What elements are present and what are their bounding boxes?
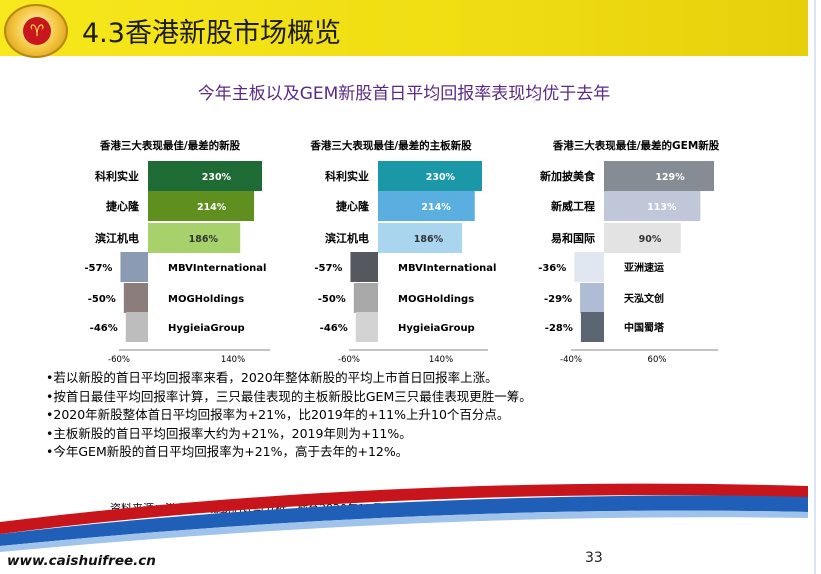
bullet-item: •今年GEM新股的首日平均回报率为+21%，高于去年的+12%。	[46, 444, 409, 460]
bar	[604, 161, 714, 191]
data-label: -46%	[320, 323, 348, 334]
bar	[355, 312, 378, 342]
tick-label: -40%	[560, 355, 582, 365]
category-label: 新加披美食	[540, 169, 596, 183]
category-label: MBVInternational	[398, 263, 496, 274]
bar	[350, 252, 378, 282]
data-label: -28%	[545, 323, 573, 334]
bar	[604, 191, 701, 221]
chart-title: 香港三大表现最佳/最差的GEM新股	[552, 139, 720, 152]
bar	[574, 252, 604, 282]
bullet-item: •若以新股的首日平均回报率来看，2020年整体新股的平均上市首日回报率上涨。	[46, 370, 498, 385]
data-label: -57%	[314, 263, 342, 274]
tick-label: 140%	[221, 355, 245, 365]
category-label: HygieiaGroup	[398, 323, 475, 334]
category-label: 亚洲速运	[624, 261, 664, 274]
data-label: 214%	[197, 202, 227, 213]
data-label: -50%	[318, 294, 346, 305]
data-label: -57%	[84, 263, 112, 274]
data-label: -29%	[544, 294, 572, 305]
bar	[120, 252, 148, 282]
data-label: -46%	[90, 323, 118, 334]
bullet-item: •2020年新股整体首日平均回报率为+21%，比2019年的+11%上升10个百…	[46, 407, 510, 423]
bar	[604, 223, 681, 253]
category-label: 科利实业	[95, 169, 139, 183]
bar	[148, 191, 255, 221]
category-label: 捷心隆	[106, 199, 140, 213]
category-label: 天泓文创	[624, 292, 664, 305]
tick-label: -60%	[108, 355, 130, 365]
data-label: 129%	[655, 172, 685, 183]
category-label: 易和国际	[551, 231, 595, 245]
chart-title: 香港三大表现最佳/最差的新股	[99, 139, 241, 152]
data-label: 186%	[414, 234, 444, 245]
bar	[125, 312, 148, 342]
data-label: 230%	[202, 172, 232, 183]
data-label: -50%	[88, 294, 116, 305]
bar	[378, 191, 475, 221]
page-title: 4.3香港新股市场概览	[82, 18, 341, 49]
data-label: 113%	[647, 202, 677, 213]
bar	[353, 283, 378, 313]
page-number: 33	[585, 550, 603, 566]
chart-title: 香港三大表现最佳/最差的主板新股	[309, 139, 472, 152]
tick-label: -60%	[338, 355, 360, 365]
category-label: HygieiaGroup	[168, 323, 245, 334]
category-label: 滨江机电	[325, 231, 369, 245]
category-label: 滨江机电	[95, 231, 139, 245]
bar	[378, 223, 463, 253]
logo-emblem-icon: ♈	[23, 17, 51, 45]
bar	[580, 283, 604, 313]
data-label: 214%	[421, 202, 451, 213]
data-label: 186%	[189, 234, 219, 245]
slide-subtitle: 今年主板以及GEM新股首日平均回报率表现均优于去年	[197, 84, 611, 104]
tick-label: 60%	[648, 355, 667, 365]
category-label: 中国蜀塔	[624, 321, 665, 334]
data-label: 230%	[426, 172, 456, 183]
right-border	[814, 0, 816, 574]
title-bar	[0, 0, 808, 56]
bar	[580, 312, 604, 342]
tick-label: 140%	[429, 355, 453, 365]
bar	[378, 161, 482, 191]
bullet-item: •主板新股的首日平均回报率大约为+21%，2019年则为+11%。	[46, 425, 412, 441]
category-label: 科利实业	[325, 169, 369, 183]
category-label: MBVInternational	[168, 263, 266, 274]
category-label: MOGHoldings	[168, 294, 244, 305]
logo: ♈	[4, 4, 68, 58]
bar	[148, 223, 241, 253]
data-label: 90%	[639, 234, 662, 245]
bar	[148, 161, 262, 191]
data-label: -36%	[538, 263, 566, 274]
category-label: 新威工程	[551, 199, 595, 213]
bullet-list: •若以新股的首日平均回报率来看，2020年整体新股的平均上市首日回报率上涨。 •…	[46, 369, 532, 462]
category-label: MOGHoldings	[398, 294, 474, 305]
bar	[123, 283, 148, 313]
category-label: 捷心隆	[336, 199, 370, 213]
footer-url-link[interactable]: www.caishuifree.cn	[7, 553, 156, 569]
bullet-item: •按首日最佳平均回报率计算，三只最佳表现的主板新股比GEM三只最佳表现更胜一筹。	[46, 388, 532, 404]
